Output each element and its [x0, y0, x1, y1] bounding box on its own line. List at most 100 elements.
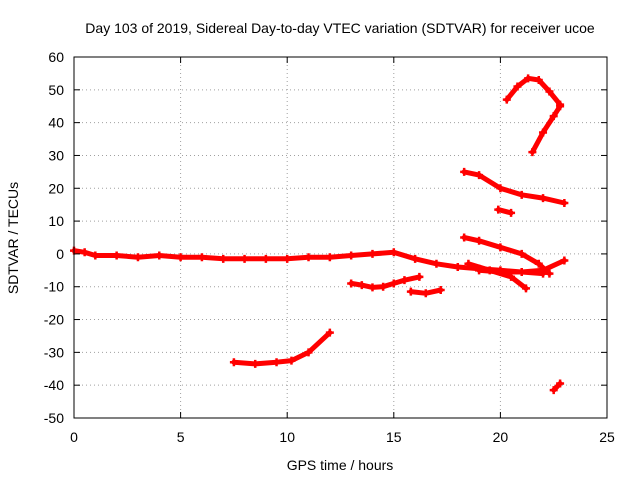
data-point	[545, 87, 554, 96]
data-series	[406, 286, 445, 298]
plot-frame	[73, 56, 608, 419]
data-series	[494, 205, 516, 217]
data-point	[494, 205, 503, 214]
data-point	[176, 253, 185, 262]
data-series	[347, 272, 424, 292]
data-point	[261, 254, 270, 263]
data-points	[70, 74, 569, 395]
data-point	[155, 251, 164, 260]
data-point	[560, 256, 569, 265]
data-point	[517, 190, 526, 199]
data-point	[325, 328, 334, 337]
data-point	[287, 356, 296, 365]
data-point	[507, 272, 516, 281]
y-tick-label: -30	[44, 344, 64, 360]
data-point	[283, 254, 292, 263]
y-tick-label: 50	[48, 82, 64, 98]
x-tick-label: 0	[70, 429, 78, 445]
y-tick-label: -20	[44, 312, 64, 328]
data-point	[460, 233, 469, 242]
data-point	[545, 269, 554, 278]
data-point	[453, 263, 462, 272]
data-point	[517, 249, 526, 258]
data-point	[534, 75, 543, 84]
x-tick-label: 25	[599, 429, 615, 445]
data-point	[304, 253, 313, 262]
y-tick-label: 0	[56, 246, 64, 262]
chart-title: Day 103 of 2019, Sidereal Day-to-day VTE…	[85, 20, 595, 36]
data-series	[502, 74, 565, 109]
data-point	[496, 243, 505, 252]
data-point	[389, 248, 398, 257]
data-point	[400, 276, 409, 285]
data-point	[415, 272, 424, 281]
data-point	[496, 184, 505, 193]
data-point	[272, 358, 281, 367]
data-point	[133, 253, 142, 262]
data-point	[524, 74, 533, 83]
data-point	[368, 283, 377, 292]
data-series	[464, 259, 530, 293]
data-point	[556, 102, 565, 111]
data-point	[432, 259, 441, 268]
data-point	[347, 251, 356, 260]
data-point	[251, 359, 260, 368]
data-point	[560, 199, 569, 208]
data-point	[502, 95, 511, 104]
y-axis-label: SDTVAR / TECUs	[5, 182, 21, 294]
data-point	[521, 284, 530, 293]
y-tick-label: -40	[44, 377, 64, 393]
y-tick-label: 10	[48, 213, 64, 229]
data-point	[406, 287, 415, 296]
x-tick-label: 5	[177, 429, 185, 445]
data-point	[325, 253, 334, 262]
data-point	[389, 279, 398, 288]
data-point	[539, 194, 548, 203]
data-point	[475, 236, 484, 245]
data-point	[304, 348, 313, 357]
data-point	[112, 251, 121, 260]
data-point	[357, 281, 366, 290]
data-point	[91, 251, 100, 260]
data-point	[219, 254, 228, 263]
axis-ticks: 0 5 10 15 20 25 -50 -40 -30 -20 -10 0 10 20 30 40 50 60	[44, 49, 615, 445]
y-tick-label: 20	[48, 180, 64, 196]
data-series	[229, 328, 334, 368]
data-point	[534, 259, 543, 268]
grid	[74, 57, 607, 418]
data-point	[485, 266, 494, 275]
x-axis-label: GPS time / hours	[287, 457, 394, 473]
data-point	[411, 254, 420, 263]
y-tick-label: 30	[48, 147, 64, 163]
data-point	[368, 249, 377, 258]
data-point	[379, 282, 388, 291]
data-series	[460, 167, 569, 208]
data-point	[347, 279, 356, 288]
x-tick-label: 20	[493, 429, 509, 445]
x-tick-label: 10	[279, 429, 295, 445]
data-series	[460, 233, 554, 278]
data-point	[436, 286, 445, 295]
data-point	[80, 248, 89, 257]
data-point	[517, 267, 526, 276]
data-point	[197, 253, 206, 262]
y-tick-label: 60	[48, 49, 64, 65]
series-trace	[529, 103, 563, 155]
data-point	[528, 148, 537, 157]
series-trace	[465, 261, 529, 291]
data-point	[549, 112, 558, 121]
data-point	[513, 82, 522, 91]
data-series	[528, 102, 565, 157]
data-point	[240, 254, 249, 263]
data-point	[464, 259, 473, 268]
data-point	[229, 358, 238, 367]
data-point	[475, 171, 484, 180]
y-tick-label: -10	[44, 279, 64, 295]
data-series	[549, 379, 565, 395]
data-point	[539, 128, 548, 137]
data-point	[549, 386, 558, 395]
data-point	[421, 289, 430, 298]
x-tick-label: 15	[386, 429, 402, 445]
